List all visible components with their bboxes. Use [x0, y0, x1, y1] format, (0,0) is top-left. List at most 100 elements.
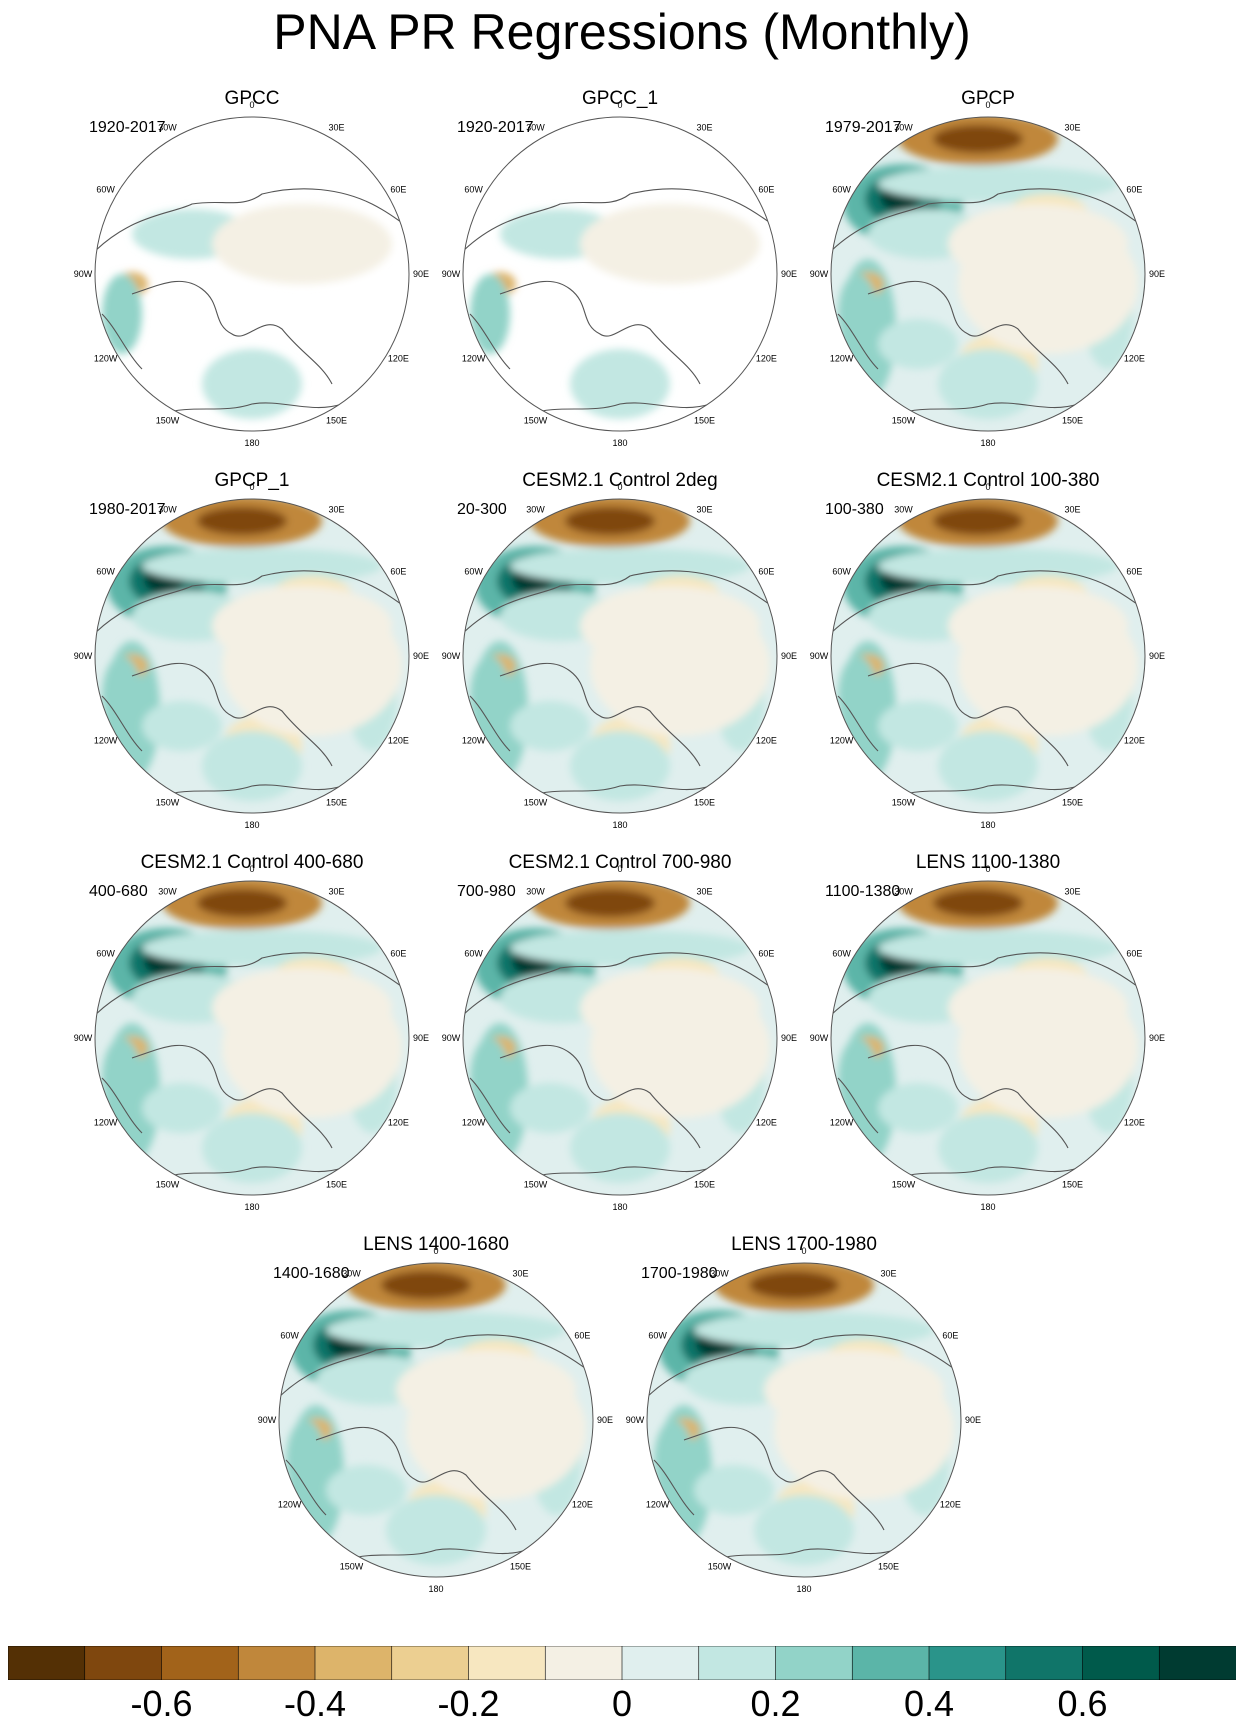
panel-period: 1400-1680 — [273, 1265, 350, 1282]
panel-period: 1979-2017 — [825, 119, 902, 136]
longitude-label: 90E — [965, 1415, 981, 1425]
map-panel: CESM2.1 Control 400-680 400-680 180 150E 120… — [72, 852, 432, 1232]
panel-title: CESM2.1 Control 700-980 — [508, 852, 732, 873]
polar-map: 180 150E 120E 90E 60E 30E 0 30W 60W 90W 120W 150W — [442, 482, 797, 830]
panel-title: LENS 1400-1680 — [363, 1234, 509, 1255]
map-panel: GPCP 1979-2017 180 150E 120E 90E 60E 30E 0 30W 60W… — [808, 88, 1168, 468]
anomaly-region — [933, 507, 1023, 535]
coastline — [279, 1334, 593, 1561]
panel-title: LENS 1100-1380 — [915, 852, 1061, 873]
longitude-label: 120W — [278, 1500, 302, 1510]
longitude-label: 0 — [617, 482, 622, 492]
anomaly-region — [570, 1113, 670, 1183]
longitude-label: 120E — [572, 1500, 593, 1510]
polar-map: 180 150E 120E 90E 60E 30E 0 30W 60W 90W 120W 150W — [810, 100, 1165, 448]
longitude-label: 90E — [781, 651, 797, 661]
map-panel: CESM2.1 Control 100-380 100-380 180 150E 120… — [808, 470, 1168, 850]
colorbar-tick-label: -0.6 — [130, 1683, 193, 1724]
longitude-label: 150E — [1062, 797, 1083, 807]
colorbar-bin — [698, 1646, 777, 1680]
anomaly-region — [938, 1113, 1038, 1183]
longitude-label: 90E — [1149, 651, 1165, 661]
longitude-label: 90E — [597, 1415, 613, 1425]
longitude-label: 60W — [832, 185, 851, 195]
polar-map: 180 150E 120E 90E 60E 30E 0 30W 60W 90W 120W 150W — [810, 864, 1165, 1212]
longitude-label: 150E — [510, 1561, 531, 1571]
map-boundary — [462, 498, 778, 814]
panel-period: 20-300 — [457, 501, 507, 518]
longitude-label: 120W — [94, 1118, 118, 1128]
panel-title: GPCC — [224, 88, 280, 109]
map-panel: CESM2.1 Control 700-980 700-980 180 150E 120… — [440, 852, 800, 1232]
longitude-label: 150E — [1062, 415, 1083, 425]
anomaly-region — [510, 548, 750, 584]
coastline — [95, 188, 409, 415]
longitude-label: 60E — [1126, 567, 1142, 577]
longitude-label: 120W — [462, 1118, 486, 1128]
coastline — [831, 188, 1145, 415]
longitude-label: 120E — [756, 354, 777, 364]
anomaly-region — [565, 507, 655, 535]
map-panel: LENS 1700-1980 1700-1980 180 150E 120E 90E 60E… — [624, 1234, 984, 1614]
longitude-label: 30W — [894, 505, 913, 515]
longitude-label: 90E — [781, 1033, 797, 1043]
colorbar-tick-label: 0 — [611, 1683, 633, 1724]
panel-title: LENS 1700-1980 — [731, 1234, 877, 1255]
polar-map: 180 150E 120E 90E 60E 30E 0 30W 60W 90W 120W 150W — [74, 100, 429, 448]
anomaly-region — [933, 125, 1023, 153]
longitude-label: 120W — [462, 736, 486, 746]
longitude-label: 150W — [156, 797, 180, 807]
longitude-label: 60E — [1126, 949, 1142, 959]
longitude-label: 60E — [758, 567, 774, 577]
longitude-label: 180 — [980, 820, 995, 830]
anomaly-region — [212, 586, 392, 666]
longitude-label: 60E — [758, 185, 774, 195]
longitude-label: 90W — [810, 1033, 829, 1043]
polar-map: 180 150E 120E 90E 60E 30E 0 30W 60W 90W 120W 150W — [626, 1246, 981, 1594]
anomaly-region — [878, 1083, 958, 1133]
longitude-label: 60W — [280, 1331, 299, 1341]
panel-title: CESM2.1 Control 100-380 — [876, 470, 1100, 491]
longitude-label: 120E — [756, 1118, 777, 1128]
anomaly-region — [933, 889, 1023, 917]
longitude-label: 30W — [158, 123, 177, 133]
anomaly-region — [570, 731, 670, 801]
panel-period: 1100-1380 — [825, 883, 901, 900]
longitude-label: 30E — [696, 505, 712, 515]
map-panel: LENS 1100-1380 1100-1380 180 150E 120E 90E 60E… — [808, 852, 1168, 1232]
panel-period: 1700-1980 — [641, 1265, 718, 1282]
polar-map: 180 150E 120E 90E 60E 30E 0 30W 60W 90W 120W 150W — [74, 482, 429, 830]
longitude-label: 90E — [413, 651, 429, 661]
longitude-label: 120W — [94, 354, 118, 364]
anomaly-region — [878, 319, 958, 369]
colorbar-bin — [84, 1646, 163, 1680]
longitude-label: 60W — [832, 949, 851, 959]
longitude-label: 30E — [696, 887, 712, 897]
anomaly-region — [142, 930, 382, 966]
longitude-label: 120W — [646, 1500, 670, 1510]
coastline — [463, 952, 777, 1179]
longitude-label: 90E — [413, 1033, 429, 1043]
longitude-label: 120W — [462, 354, 486, 364]
longitude-label: 30E — [1064, 123, 1080, 133]
longitude-label: 30W — [894, 887, 913, 897]
longitude-label: 60W — [96, 185, 115, 195]
anomaly-region — [142, 1083, 222, 1133]
colorbar-bin — [544, 1646, 623, 1680]
anomaly-region — [754, 1495, 854, 1565]
longitude-label: 60E — [574, 1331, 590, 1341]
anomaly-region — [948, 204, 1128, 284]
panel-title: CESM2.1 Control 400-680 — [140, 852, 364, 873]
longitude-label: 90W — [810, 651, 829, 661]
map-panel: GPCC_1 1920-2017 180 150E 120E 90E 60E 30E 0 30W 6… — [440, 88, 800, 468]
panel-period: 1980-2017 — [89, 501, 166, 518]
anomaly-region — [202, 349, 302, 419]
map-boundary — [830, 880, 1146, 1196]
map-boundary — [94, 116, 410, 432]
longitude-label: 90E — [1149, 269, 1165, 279]
map-boundary — [278, 1262, 594, 1578]
anomaly-region — [878, 930, 1118, 966]
longitude-label: 90W — [626, 1415, 645, 1425]
longitude-label: 150W — [524, 415, 548, 425]
polar-map: 180 150E 120E 90E 60E 30E 0 30W 60W 90W 120W 150W — [442, 864, 797, 1212]
